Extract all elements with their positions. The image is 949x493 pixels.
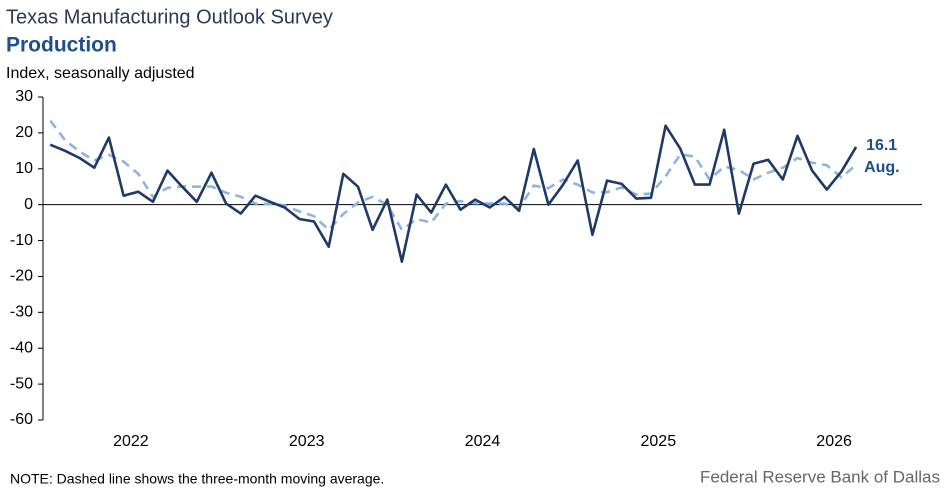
y-tick-label: -60: [10, 411, 33, 428]
x-tick-label: 2026: [816, 433, 852, 450]
y-tick-label: -20: [10, 268, 33, 285]
x-tick-label: 2024: [465, 433, 501, 450]
x-tick-label: 2022: [113, 433, 149, 450]
source: Federal Reserve Bank of Dallas: [700, 467, 940, 486]
note: NOTE: Dashed line shows the three-month …: [10, 471, 384, 487]
data-line: [49, 124, 858, 263]
annotation: Aug.: [864, 159, 900, 176]
x-tick-label: 2023: [289, 433, 325, 450]
chart-title: Texas Manufacturing Outlook Survey: [6, 6, 333, 28]
y-tick-label: -10: [10, 232, 33, 249]
x-tick-label: 2025: [641, 433, 677, 450]
y-tick-label: 30: [15, 88, 33, 105]
chart-subtitle: Production: [6, 34, 117, 57]
y-tick-label: -50: [10, 375, 33, 392]
y-tick-label: -40: [10, 339, 33, 356]
y-tick-label: 10: [15, 160, 33, 177]
y-axis-label: Index, seasonally adjusted: [6, 65, 195, 82]
moving-average-line: [49, 119, 857, 232]
data-label: 16.1: [866, 137, 897, 154]
y-tick-label: -30: [10, 304, 33, 321]
y-tick-label: 0: [24, 196, 33, 213]
y-tick-label: 20: [15, 124, 33, 141]
